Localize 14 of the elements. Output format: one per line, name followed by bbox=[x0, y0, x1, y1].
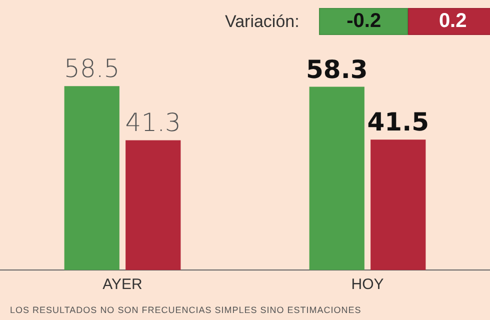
data-label: 58.3 bbox=[306, 54, 368, 84]
data-label: 41.3 bbox=[125, 108, 181, 138]
text: 0.2 bbox=[408, 8, 490, 35]
bar bbox=[309, 86, 364, 270]
bar bbox=[64, 86, 120, 270]
data-label: 58.5 bbox=[64, 54, 120, 84]
bar bbox=[370, 140, 426, 270]
bar bbox=[126, 140, 181, 270]
text: Variación: bbox=[225, 12, 300, 32]
data-label: 41.5 bbox=[367, 108, 429, 137]
text: -0.2 bbox=[319, 8, 408, 35]
x-tick-label: AYER bbox=[102, 276, 143, 294]
x-tick-label: HOY bbox=[351, 276, 384, 294]
text: LOS RESULTADOS NO SON FRECUENCIAS SIMPLES SINO ESTIMACIONES bbox=[10, 305, 362, 315]
